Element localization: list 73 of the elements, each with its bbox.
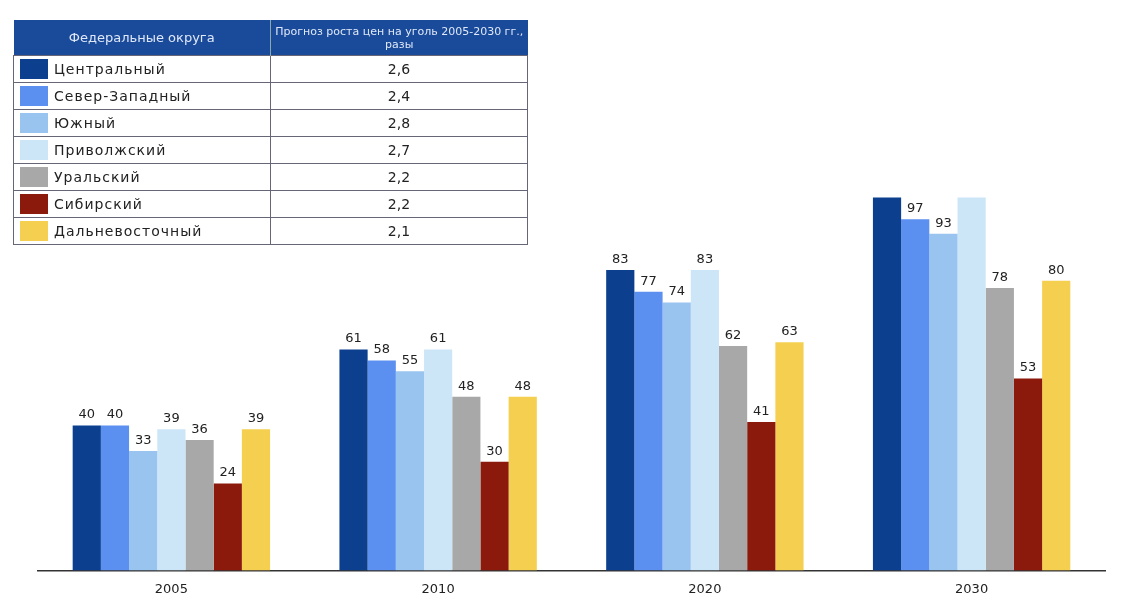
legend-title: Федеральные округа	[13, 20, 271, 56]
data-label: 30	[486, 442, 503, 458]
bar	[957, 197, 986, 571]
bar	[480, 461, 509, 571]
text: 2,7	[387, 142, 411, 158]
bar	[241, 429, 271, 571]
category-label: Центральный	[54, 61, 166, 77]
text: 2,6	[387, 61, 411, 77]
bar	[72, 425, 101, 571]
data-label: 61	[429, 330, 447, 346]
category-label: Север-Западный	[54, 88, 192, 104]
category-label: Южный	[54, 115, 117, 131]
data-label: 36	[191, 420, 208, 436]
bar	[367, 360, 396, 571]
data-label: 40	[106, 406, 124, 422]
bar	[100, 425, 130, 571]
bar	[129, 450, 158, 571]
bar	[1013, 378, 1043, 571]
data-label: 48	[458, 377, 475, 393]
data-label: 48	[514, 377, 531, 393]
bar	[1042, 280, 1071, 571]
data-label: 55	[401, 352, 419, 368]
data-label: 93	[935, 214, 952, 230]
text: 2,2	[387, 196, 411, 212]
bar	[213, 483, 242, 571]
text: 2,4	[387, 88, 411, 104]
data-label: 83	[612, 250, 629, 266]
bar	[775, 342, 804, 571]
data-label: 58	[373, 341, 390, 357]
data-label: 83	[696, 250, 714, 266]
data-label: 39	[247, 410, 265, 426]
data-label: 53	[1019, 359, 1037, 375]
x-tick-label: 2010	[421, 580, 455, 596]
x-tick-label: 2020	[688, 580, 722, 596]
bar	[424, 349, 453, 571]
data-label: 78	[991, 268, 1009, 284]
data-label: 61	[345, 330, 362, 346]
bar	[929, 233, 958, 571]
bar	[747, 421, 776, 571]
data-label: 62	[724, 326, 742, 342]
bar	[157, 429, 186, 571]
bar	[872, 197, 902, 571]
text: 2,1	[387, 223, 411, 239]
bar	[508, 396, 537, 571]
data-label: 41	[753, 402, 770, 418]
data-label: 40	[78, 406, 96, 422]
data-label: 97	[906, 200, 924, 216]
category-label: Уральский	[54, 169, 141, 185]
x-tick-label: 2030	[955, 580, 989, 596]
data-label: 39	[163, 410, 180, 426]
bar	[185, 440, 214, 571]
data-label: 74	[668, 283, 685, 299]
bar	[634, 291, 663, 571]
bar	[395, 371, 425, 571]
bar	[901, 219, 930, 571]
data-label: 80	[1047, 261, 1065, 277]
bar	[339, 349, 368, 571]
data-label: 63	[781, 323, 798, 339]
bar	[452, 396, 481, 571]
data-label: 77	[640, 272, 657, 288]
text: 2,2	[387, 169, 411, 185]
category-label: Дальневосточный	[54, 223, 203, 239]
text: 2,8	[387, 115, 411, 131]
data-label: 33	[134, 431, 152, 447]
x-tick-label: 2005	[154, 580, 188, 596]
bar	[690, 269, 719, 571]
bar	[985, 288, 1014, 571]
data-label: 24	[219, 464, 237, 480]
bar	[606, 269, 635, 571]
category-label: Сибирский	[54, 196, 143, 212]
bar	[662, 302, 691, 571]
bar	[718, 345, 748, 571]
category-label: Приволжский	[54, 142, 167, 158]
